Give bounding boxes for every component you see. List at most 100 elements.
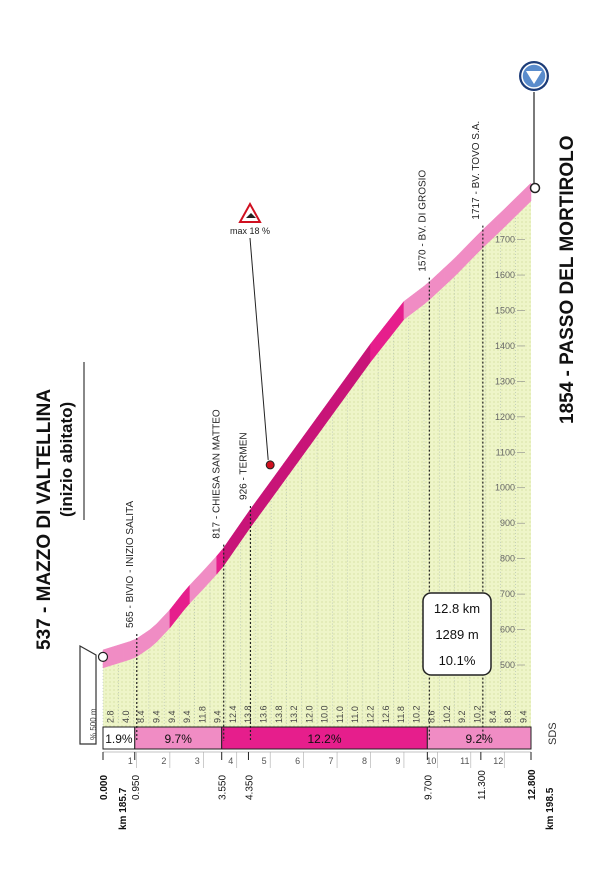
profile-segment [109,645,117,667]
sector-label: 9.2% [465,732,493,746]
segment-gradient: 10.0 [320,705,330,723]
y-tick-label: 900 [500,518,515,528]
segment-gradient: 9.4 [167,710,177,723]
profile-segment [122,641,130,662]
x-tick-label: 11 [460,756,469,766]
summary-gradient: 10.1% [439,653,476,668]
sector-bar [426,726,532,750]
segment-gradient: 9.4 [213,710,223,723]
x-tick-label: 3 [195,756,200,766]
segment-gradient: 9.4 [518,710,528,723]
max-gradient-leader [249,237,269,460]
x-tick-label: 1 [128,756,133,766]
sds-label: SDS [547,722,559,745]
y-tick-label: 1700 [495,235,515,245]
x-tick-label: 12 [493,756,503,766]
segment-gradient: 10.2 [411,705,421,723]
km-mark-label: 0.950 [131,775,142,800]
segment-gradient: 8.4 [136,710,146,723]
waypoint-label: 926 - TERMEN [238,432,249,500]
segment-gradient: 12.6 [381,705,391,723]
segment-gradient: 9.4 [152,710,162,723]
x-tick-label: 5 [262,756,267,766]
waypoint-label: 1717 - BV. TOVO S.A. [471,121,482,220]
y-tick-label: 1400 [495,341,515,351]
y-tick-label: 1000 [495,483,515,493]
y-tick-label: 600 [500,625,515,635]
segment-gradient-labels: 2.8 4.0 8.4 9.4 9.4 9.4 11.8 9.4 12.4 13.8 13.6 13.… [106,705,529,723]
segment-gradient: 13.6 [259,705,269,723]
segment-gradient: 13.8 [274,705,284,723]
sector-label: 9.7% [165,732,193,746]
y-tick-label: 1500 [495,305,515,315]
waypoint-label: 817 - CHIESA SAN MATTEO [212,409,223,539]
max-gradient-marker: max 18 % [230,201,275,470]
gradient-sector-bar: 1.9% 9.7% 12.2% 9.2% [102,726,532,750]
finish-icon [519,61,549,91]
segment-gradient: 13.8 [243,705,253,723]
km-start: km 185.7 [118,787,129,830]
start-note: (inizio abitato) [57,402,76,517]
max-gradient-label: max 18 % [230,226,270,236]
waypoint-label: 1570 - BV. DI GROSIO [417,170,428,272]
y-tick-label: 800 [500,554,515,564]
segment-gradient: 12.2 [366,705,376,723]
x-tick-label: 9 [395,756,400,766]
waypoints: 565 - BIVIO - INIZIO SALITA 817 - CHIESA … [125,121,484,741]
waypoint-label: 565 - BIVIO - INIZIO SALITA [125,501,136,628]
segment-gradient: 11.0 [335,706,345,723]
profile-segment [129,638,137,660]
waypoint-guide-lines [102,205,516,725]
x-tick-label: 6 [295,756,300,766]
segment-gradient: 4.0 [121,710,131,723]
x-tick-label: 10 [426,756,436,766]
x-tick-label: 2 [161,756,166,766]
segment-gradient: 12.0 [304,705,314,723]
summary-distance: 12.8 km [434,601,480,616]
y-tick-label: 500 [500,660,515,670]
segment-gradient: 9.4 [182,710,192,723]
segment-gradient: 2.8 [106,710,116,723]
x-axis-ticks: 1 2 3 4 5 6 7 8 9 10 11 12 [103,751,531,768]
km-mark-label: 4.350 [244,775,255,800]
x-tick-label: 7 [329,756,334,766]
y-tick-label: 1300 [495,376,515,386]
km-mark-label: 9.700 [423,775,434,800]
profile-band [102,182,532,669]
segment-gradient: 13.2 [289,705,299,723]
sector-label: 1.9% [105,732,133,746]
segment-gradient: 10.2 [473,705,483,723]
segment-gradient: 11.8 [396,706,406,723]
x-tick-label: 4 [228,756,233,766]
km-end: km 198.5 [545,787,556,830]
scale-label: % 500 m [89,708,98,740]
segment-gradient: 12.4 [228,705,238,723]
start-dot [97,651,109,662]
summary-box: 12.8 km 1289 m 10.1% [422,592,492,676]
km-mark-label: 11.300 [477,770,488,800]
km-mark-label: 3.550 [218,775,229,800]
segment-gradient: 8.4 [488,710,498,723]
segment-gradient: 8.8 [503,710,513,723]
profile-segment [116,643,124,665]
max-gradient-dot [265,460,275,470]
y-tick-label: 1100 [496,447,515,457]
start-name: 537 - MAZZO DI VALTELLINA [34,389,55,650]
y-axis-ticks: 500 600 700 800 900 1000 1100 1200 1300 1400 1500 1… [495,235,525,670]
segment-gradient: 11.8 [197,706,207,723]
finish-dot [529,182,541,194]
finish-name: 1854 - PASSO DEL MORTIROLO [557,135,578,424]
segment-gradient: 9.2 [457,710,467,723]
segment-gradient: 10.2 [442,705,452,723]
y-tick-label: 700 [500,589,515,599]
y-tick-label: 1200 [495,412,515,422]
x-tick-label: 8 [362,756,367,766]
segment-gradient: 8.6 [427,710,437,723]
sector-label: 12.2% [308,732,342,746]
km-mark-label: 0.000 [99,775,110,800]
segment-gradient: 11.0 [350,706,360,723]
km-marks: 0.000 0.950 3.550 4.350 9.700 11.300 12.800 [99,752,538,800]
summary-gain: 1289 m [435,627,478,642]
km-mark-label: 12.800 [527,769,538,800]
